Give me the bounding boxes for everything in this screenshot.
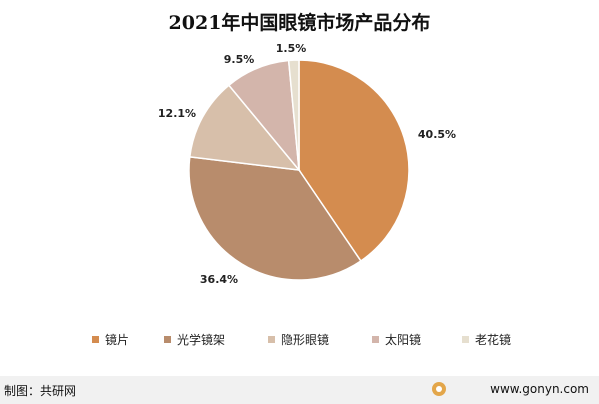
- data-label-4: 9.5%: [224, 53, 255, 66]
- legend-item-3: 隐形眼镜: [268, 329, 329, 349]
- data-label-5: 1.5%: [276, 42, 307, 55]
- pie-slice-2: [188, 156, 362, 281]
- data-label-2: 36.4%: [200, 273, 238, 286]
- footer-source: 制图：共研网: [4, 384, 77, 398]
- footer-url[interactable]: www.gonyn.com: [490, 382, 589, 396]
- legend-label: 老花镜: [475, 332, 512, 347]
- legend-item-5: 老花镜: [462, 329, 511, 349]
- legend-swatch: [268, 335, 275, 343]
- legend-swatch: [92, 335, 99, 343]
- data-label-3: 12.1%: [158, 107, 196, 120]
- pie-slice-1: [298, 59, 410, 263]
- pie-slice-5: [287, 59, 300, 171]
- chart-title: 2021年中国眼镜市场产品分布: [168, 12, 431, 34]
- legend-item-2: 光学镜架: [164, 329, 225, 349]
- legend-item-1: 镜片: [92, 329, 129, 349]
- pie-chart: 40.5% 36.4% 12.1% 9.5% 1.5%: [158, 42, 456, 286]
- data-label-1: 40.5%: [418, 128, 456, 141]
- legend-label: 太阳镜: [385, 332, 422, 347]
- legend-swatch: [372, 335, 379, 343]
- pie-slice-3: [188, 84, 301, 171]
- legend-label: 隐形眼镜: [281, 332, 330, 347]
- legend-label: 光学镜架: [177, 332, 226, 347]
- footer-logo-icon: [432, 382, 446, 396]
- footer-bar: 制图：共研网 www.gonyn.com: [0, 376, 599, 404]
- legend-swatch: [164, 335, 171, 343]
- chart-legend: 镜片 光学镜架 隐形眼镜 太阳镜 老花镜: [0, 329, 599, 349]
- legend-item-4: 太阳镜: [372, 329, 421, 349]
- legend-swatch: [462, 335, 469, 343]
- legend-label: 镜片: [105, 332, 130, 347]
